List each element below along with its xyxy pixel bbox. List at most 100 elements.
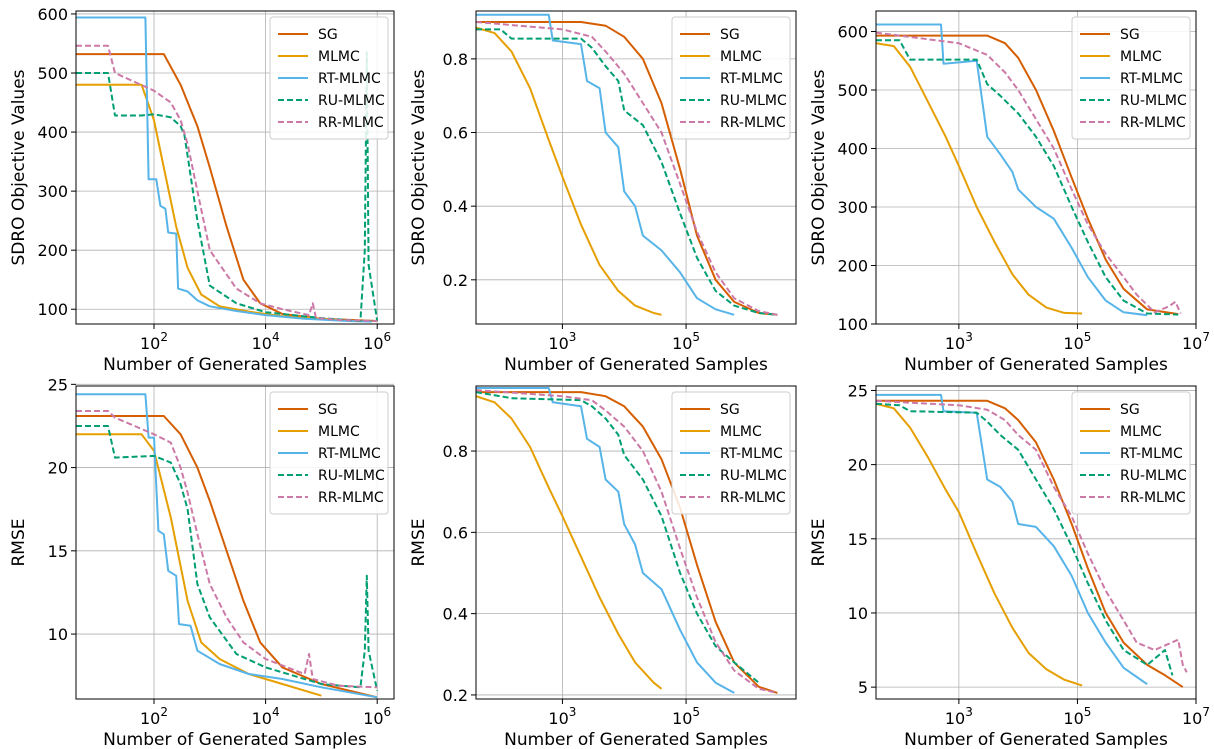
x-tick-label: 105 [1063,330,1091,353]
series-line-mlmc [876,402,1083,687]
x-tick-label: 106 [363,705,391,728]
subplot-5: 0.2 0.4 0.6 0.8 103 105 Number of Generated Sa… [409,385,797,749]
legend-label: RU-MLMC [1120,93,1187,109]
series-line-rt-mlmc [876,23,1148,317]
series-line-rr-mlmc [476,21,778,316]
y-tick-label: 25 [848,381,868,400]
y-tick-label: 400 [37,123,68,142]
legend-label: RR-MLMC [720,115,786,131]
x-tick-label: 105 [1063,705,1091,728]
series-group [876,393,1188,688]
legend-label: RT-MLMC [720,71,783,87]
y-axis-label: RMSE [409,518,429,566]
series-line-rr-mlmc [876,31,1182,314]
legend: SG MLMC RT-MLMC RU-MLMC RR-MLMC [671,16,791,140]
legend-label: RT-MLMC [1120,446,1183,462]
y-tick-label: 200 [37,241,68,260]
series-line-rr-mlmc [76,410,378,689]
x-tick-label: 103 [548,330,576,353]
series-line-rt-mlmc [876,393,1148,686]
legend-label: SG [720,402,740,418]
y-tick-label: 0.8 [443,50,468,69]
legend-label: RU-MLMC [720,468,787,484]
subplot-3: 100 200 300 400 500 600 103 105 107 Number of Gen… [809,10,1210,375]
y-tick-label: 100 [837,315,868,334]
y-tick-label: 200 [837,256,868,275]
legend: SG MLMC RT-MLMC RU-MLMC RR-MLMC [269,391,389,515]
series-line-mlmc [476,395,663,690]
y-tick-label: 300 [837,198,868,217]
series-line-rt-mlmc [476,13,735,316]
grid-lines [76,11,394,324]
x-tick-label: 105 [672,705,700,728]
y-tick-label: 100 [37,300,68,319]
axes-frame [475,385,797,700]
x-axis-label: Number of Generated Samples [103,355,367,375]
legend-label: RU-MLMC [318,468,385,484]
legend-box [671,16,791,140]
y-tick-label: 0.2 [443,686,468,705]
legend: SG MLMC RT-MLMC RU-MLMC RR-MLMC [671,391,791,515]
legend-box [671,391,791,515]
y-axis-label: SDRO Objective Values [809,69,829,265]
y-tick-label: 0.6 [443,124,468,143]
series-line-rt-mlmc [76,16,372,323]
series-group [476,13,778,316]
subplot-6: 5 10 15 20 25 103 105 107 Number of Generated Sa… [809,381,1210,749]
legend-label: MLMC [1120,424,1162,440]
y-tick-label: 25 [48,375,68,394]
x-tick-label: 107 [1182,330,1210,353]
y-tick-label: 600 [837,22,868,41]
series-line-sg [476,21,778,316]
series-line-rt-mlmc [476,387,735,694]
y-axis-label: SDRO Objective Values [9,69,29,265]
x-tick-label: 102 [140,330,168,353]
series-line-ru-mlmc [476,391,760,684]
axes-frame [875,10,1197,325]
series-line-ru-mlmc [476,28,778,316]
y-tick-label: 500 [37,64,68,83]
axes-frame [75,385,395,700]
y-tick-label: 0.6 [443,523,468,542]
axes-frame [475,10,797,325]
series-line-mlmc [76,83,339,321]
legend-label: RT-MLMC [318,446,381,462]
x-tick-label: 104 [252,705,280,728]
series-line-rr-mlmc [76,44,378,322]
y-tick-label: 10 [48,625,68,644]
legend: SG MLMC RT-MLMC RU-MLMC RR-MLMC [1071,391,1191,515]
series-group [76,393,379,699]
axes-frame [875,385,1197,700]
series-line-ru-mlmc [876,39,1179,316]
x-tick-label: 107 [1182,705,1210,728]
y-axis-label: RMSE [809,518,829,566]
subplot-4: 10 15 20 25 102 104 106 Number of Generated Sam… [9,375,395,749]
y-tick-label: 300 [37,182,68,201]
legend-label: SG [1120,402,1140,418]
legend-box [269,391,389,515]
series-line-mlmc [76,433,322,697]
legend-label: SG [720,27,740,43]
legend-label: MLMC [720,49,762,65]
legend-label: RR-MLMC [318,490,384,506]
legend: SG MLMC RT-MLMC RU-MLMC RR-MLMC [269,16,389,140]
legend-label: MLMC [318,49,360,65]
y-tick-label: 5 [858,678,868,697]
series-line-sg [476,391,778,694]
series-line-sg [76,415,378,699]
x-tick-label: 103 [945,705,973,728]
legend-label: RU-MLMC [1120,468,1187,484]
legend-label: SG [318,402,338,418]
series-group [876,23,1182,317]
y-tick-label: 0.4 [443,605,468,624]
legend-label: RR-MLMC [720,490,786,506]
series-line-rr-mlmc [876,399,1188,673]
series-line-ru-mlmc [876,402,1174,676]
x-axis-label: Number of Generated Samples [504,730,768,749]
series-line-rt-mlmc [76,393,378,699]
legend-label: RU-MLMC [720,93,787,109]
series-line-mlmc [876,42,1083,315]
